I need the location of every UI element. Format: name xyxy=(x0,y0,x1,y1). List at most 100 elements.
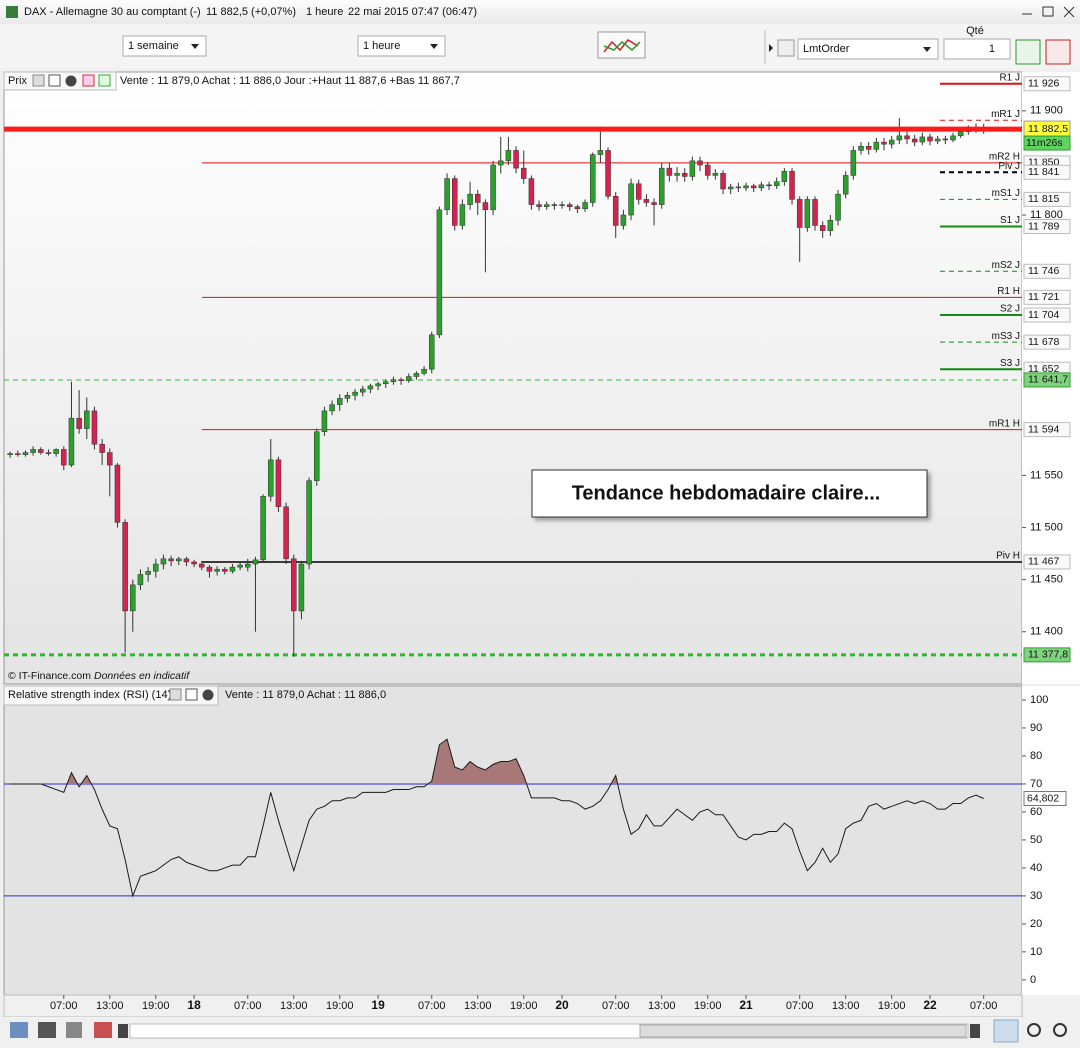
zoom-in-button[interactable] xyxy=(1027,1023,1041,1037)
x-tick-label: 07:00 xyxy=(602,1000,630,1012)
candle-body xyxy=(582,202,588,210)
level-tag-text: 11 641,7 xyxy=(1028,374,1068,386)
range-select-box[interactable] xyxy=(122,35,207,57)
candle-body xyxy=(229,566,236,572)
y-tick-label: 11 400 xyxy=(1030,626,1063,638)
period-select[interactable]: 1 heure xyxy=(357,35,446,57)
level-tag-text: 11 746 xyxy=(1028,265,1059,277)
rsi-panel xyxy=(3,685,1023,996)
scroll-left[interactable] xyxy=(118,1024,128,1038)
y-tick-label: 90 xyxy=(1030,722,1042,734)
candle-body xyxy=(566,204,573,207)
level-label: S2 J xyxy=(1000,304,1020,315)
candle-body xyxy=(781,171,788,182)
period-select-box[interactable] xyxy=(357,35,446,57)
candle-body xyxy=(658,167,665,205)
candle-body xyxy=(130,584,136,612)
panel-toggle[interactable] xyxy=(769,44,773,52)
candle-body xyxy=(214,568,220,572)
last-value-text: 64,802 xyxy=(1027,792,1059,804)
tool-icon[interactable] xyxy=(98,74,111,87)
candle-body xyxy=(459,204,466,226)
candle-body xyxy=(720,173,726,190)
zoom-fit-button[interactable] xyxy=(993,1019,1019,1043)
candle-body xyxy=(360,388,366,393)
candle-body xyxy=(474,193,481,203)
candle-body xyxy=(114,464,121,523)
candle-body xyxy=(68,417,75,466)
level-tag-text: 11 926 xyxy=(1028,78,1059,90)
settings-button[interactable] xyxy=(777,39,795,57)
price-panel-quote: Vente : 11 879,0 Achat : 11 886,0 Jour :… xyxy=(120,75,460,87)
window-buttons[interactable] xyxy=(1022,6,1075,18)
level-tag xyxy=(1023,218,1071,234)
close-button[interactable] xyxy=(1063,6,1075,18)
x-tick-label: 13:00 xyxy=(96,1000,124,1012)
y-tick-label: 80 xyxy=(1030,750,1042,762)
level-label: S1 J xyxy=(1000,215,1020,226)
tool-icon[interactable] xyxy=(32,74,45,87)
candle-body xyxy=(91,410,98,445)
candle-body xyxy=(835,193,841,221)
candle-body xyxy=(122,522,128,612)
candle-body xyxy=(53,449,59,454)
y-tick-label: 70 xyxy=(1030,778,1042,790)
annotation-box xyxy=(531,469,928,518)
candle-body xyxy=(865,146,872,150)
candle-body xyxy=(873,141,880,150)
quantity-label: Qté xyxy=(966,25,984,37)
period-select-text[interactable]: 1 heure xyxy=(363,40,400,52)
tool-button[interactable] xyxy=(94,1022,112,1038)
x-tick-label: 19:00 xyxy=(878,1000,906,1012)
candle-body xyxy=(352,391,358,396)
order-type-text[interactable]: LmtOrder xyxy=(803,43,850,55)
tool-icon[interactable] xyxy=(185,688,198,701)
maximize-button[interactable] xyxy=(1042,6,1054,17)
range-select[interactable]: 1 semaine xyxy=(122,35,207,57)
level-label: Piv H xyxy=(996,551,1020,562)
quantity-input[interactable] xyxy=(943,38,1011,60)
tool-icon[interactable] xyxy=(82,74,95,87)
quantity-value[interactable]: 1 xyxy=(989,43,995,55)
tool-button[interactable] xyxy=(66,1022,82,1038)
tool-button[interactable] xyxy=(38,1022,56,1038)
candle-body xyxy=(153,563,159,572)
candle-body xyxy=(76,417,82,429)
buy-button[interactable] xyxy=(1015,39,1041,65)
zoom-out-button[interactable] xyxy=(1053,1023,1067,1037)
order-type-select[interactable]: LmtOrder xyxy=(797,38,939,60)
tool-icon[interactable] xyxy=(48,74,61,87)
x-tick-label: 21 xyxy=(739,998,753,1012)
app-icon xyxy=(6,6,18,18)
candle-body xyxy=(444,178,450,211)
candle-body xyxy=(597,150,604,155)
tool-icon[interactable] xyxy=(169,688,182,701)
y-tick-label: 40 xyxy=(1030,862,1042,874)
x-tick-label: 13:00 xyxy=(280,1000,308,1012)
level-tag xyxy=(1023,164,1071,180)
tool-icon[interactable] xyxy=(202,689,214,701)
candle-body xyxy=(367,385,374,390)
scroll-right[interactable] xyxy=(970,1024,980,1038)
dropdown-arrow xyxy=(430,44,438,49)
tool-icon[interactable] xyxy=(65,75,77,87)
candle-body xyxy=(919,136,926,143)
tool-button[interactable] xyxy=(10,1022,28,1038)
candle-body xyxy=(222,568,228,572)
candle-body xyxy=(321,410,328,432)
order-type-box[interactable] xyxy=(797,38,939,60)
candle-body xyxy=(881,141,887,145)
range-select-text[interactable]: 1 semaine xyxy=(128,40,179,52)
scrollbar-thumb[interactable] xyxy=(639,1024,967,1038)
countdown-text: 11m26s xyxy=(1026,137,1063,149)
candle-body xyxy=(643,199,650,203)
y-tick-label: 10 xyxy=(1030,946,1042,958)
sell-button[interactable] xyxy=(1045,39,1071,65)
candle-body xyxy=(160,558,167,565)
candle-body xyxy=(812,199,818,226)
level-tag-text: 11 652 xyxy=(1028,363,1059,375)
candle-body xyxy=(605,150,611,197)
x-tick-label: 07:00 xyxy=(50,1000,78,1012)
chart-style-button[interactable] xyxy=(597,31,646,59)
candle-body xyxy=(413,373,420,377)
